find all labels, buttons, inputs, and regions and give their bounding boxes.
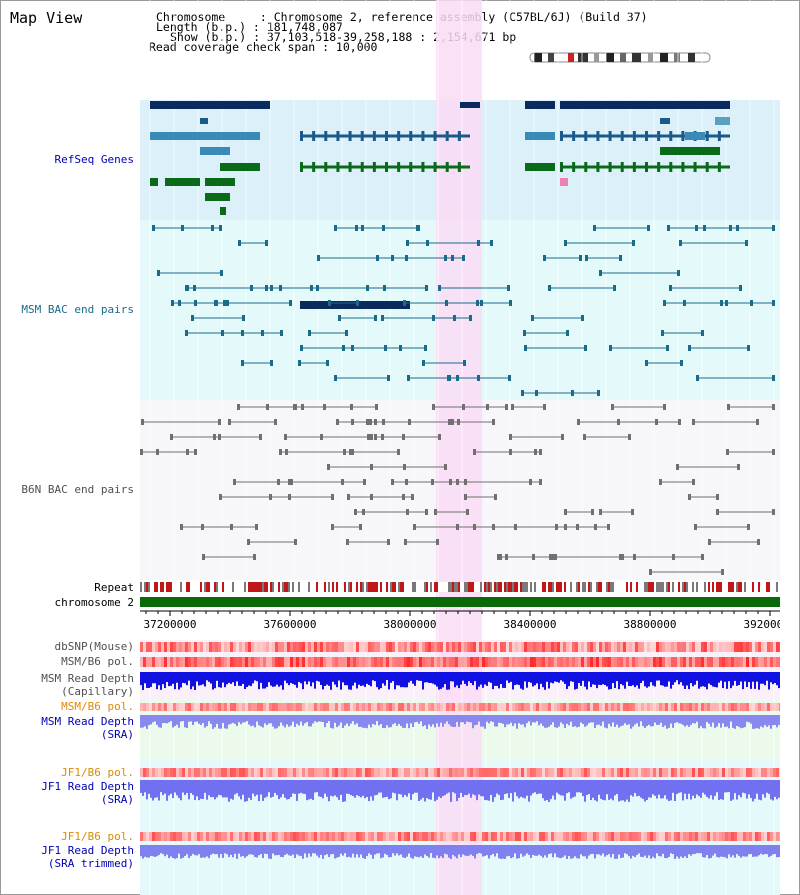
msm-b6-pol-2-strip <box>140 703 780 711</box>
msm-depth-sra <box>140 715 780 729</box>
refseq-gene-5 <box>200 118 208 124</box>
refseq-gene-4 <box>560 101 730 109</box>
refseq-gene-23 <box>205 193 230 201</box>
axis-tick-label-5: 39200000 <box>744 618 780 631</box>
track-label-refseq[interactable]: RefSeq Genes <box>54 153 134 166</box>
track-label-msm-b6-pol-2[interactable]: MSM/B6 pol. <box>61 700 134 713</box>
axis-tick-label-2: 38000000 <box>384 618 437 631</box>
track-label-b6n-bac[interactable]: B6N BAC end pairs <box>21 483 134 496</box>
track-label-jf1-depth-sra-2: (SRA) <box>100 793 134 806</box>
track-label-msm-depth-sra-2: (SRA) <box>100 728 134 741</box>
axis-tick-label-4: 38800000 <box>624 618 677 631</box>
track-label-msm-depth-cap-2: (Capillary) <box>61 685 134 698</box>
track-label-msm-depth-sra-1[interactable]: MSM Read Depth <box>41 715 134 728</box>
genome-viewport[interactable]: 37200000 37600000 38000000 38400000 38800000… <box>140 0 780 895</box>
refseq-gene-20 <box>165 178 200 186</box>
refseq-gene-15 <box>220 163 260 171</box>
dbsnp-strip <box>140 642 780 652</box>
refseq-gene-7 <box>715 117 730 125</box>
page-title: Map View <box>10 9 83 27</box>
track-label-msm-b6-pol[interactable]: MSM/B6 pol. <box>61 655 134 668</box>
track-label-jf1-depth-trim-1[interactable]: JF1 Read Depth <box>41 844 134 857</box>
refseq-gene-10 <box>525 132 555 140</box>
refseq-gene-6 <box>660 118 670 124</box>
refseq-gene-19 <box>150 178 158 186</box>
chromosome-ideogram[interactable] <box>528 50 713 66</box>
axis-tick-label-1: 37600000 <box>264 618 317 631</box>
track-label-msm-bac[interactable]: MSM BAC end pairs <box>21 303 134 316</box>
track-label-repeat[interactable]: Repeat <box>94 581 134 594</box>
track-label-jf1-depth-trim-2: (SRA trimmed) <box>47 857 134 870</box>
header-coverage: Read coverage check span : 10,000 <box>149 40 378 54</box>
refseq-gene-13 <box>200 147 230 155</box>
refseq-gene-22 <box>560 178 568 186</box>
axis-tick-label-0: 37200000 <box>144 618 197 631</box>
track-label-jf1-b6-pol[interactable]: JF1/B6 pol. <box>61 766 134 779</box>
refseq-gene-24 <box>220 207 226 215</box>
refseq-gene-0 <box>150 101 270 109</box>
refseq-gene-21 <box>205 178 235 186</box>
refseq-gene-14 <box>660 147 720 155</box>
refseq-gene-8 <box>150 132 260 140</box>
track-label-dbsnp[interactable]: dbSNP(Mouse) <box>54 640 134 653</box>
refseq-gene-17 <box>525 163 555 171</box>
highlight-region <box>436 0 482 895</box>
track-label-msm-depth-cap-1[interactable]: MSM Read Depth <box>41 672 134 685</box>
track-label-chromosome: chromosome 2 <box>54 596 134 609</box>
refseq-gene-2 <box>460 102 480 108</box>
position-axis: 37200000 37600000 38000000 38400000 38800000… <box>140 610 780 631</box>
refseq-gene-12 <box>685 132 705 140</box>
chromosome-bar <box>140 597 780 607</box>
msm-depth-cap <box>140 672 780 690</box>
msm-b6-pol-strip <box>140 657 780 667</box>
jf1-b6-pol-2-strip <box>140 832 780 841</box>
jf1-depth-trim <box>140 845 780 859</box>
axis-tick-label-3: 38400000 <box>504 618 557 631</box>
jf1-depth-sra <box>140 780 780 802</box>
track-label-jf1-b6-pol-2[interactable]: JF1/B6 pol. <box>61 830 134 843</box>
jf1-b6-pol-strip <box>140 768 780 777</box>
refseq-gene-1 <box>300 301 410 309</box>
refseq-gene-3 <box>525 101 555 109</box>
header-length: Length (b.p.) : 181,748,087 <box>156 20 343 34</box>
ideogram-position-marker <box>568 53 574 62</box>
track-label-jf1-depth-sra-1[interactable]: JF1 Read Depth <box>41 780 134 793</box>
